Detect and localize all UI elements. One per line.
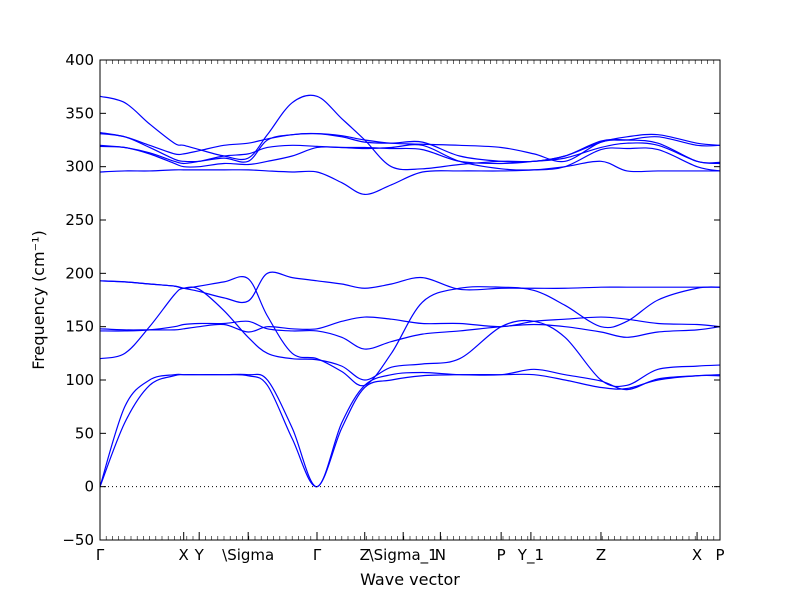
x-kpoint-label: \Sigma_1: [369, 546, 438, 565]
x-kpoint-label: X: [179, 546, 189, 564]
plot-background: [100, 60, 720, 540]
plot-frame: [99, 59, 721, 541]
x-kpoint-label: Z: [360, 546, 370, 564]
y-axis-title: Frequency (cm⁻¹): [29, 230, 48, 369]
band-line-7: [99, 275, 721, 387]
series-layer: [99, 94, 721, 488]
y-axis: −50 0 50 100 150 200 250 300 350 400: [62, 51, 720, 549]
band-line-8: [99, 160, 720, 196]
x-kpoint-label: P: [715, 546, 724, 564]
x-kpoint-label: N: [435, 546, 446, 564]
band-line-2: [99, 368, 721, 488]
y-tick-label: 200: [65, 264, 94, 282]
x-kpoint-label: Γ: [313, 546, 322, 564]
y-tick-label: 250: [65, 211, 94, 229]
x-kpoint-label: P: [497, 546, 506, 564]
band-line-5: [99, 316, 721, 333]
y-tick-label: −50: [62, 531, 94, 549]
x-kpoint-label: Z: [596, 546, 606, 564]
x-kpoint-label: Y_1: [517, 546, 544, 565]
x-axis-title: Wave vector: [360, 570, 460, 589]
y-tick-label: 400: [65, 51, 94, 69]
band-line-13: [99, 94, 721, 171]
x-axis: Γ X Y \Sigma Γ Z\Sigma_1N P Y_1 Z X P: [96, 60, 725, 565]
y-tick-label: 150: [65, 318, 94, 336]
x-kpoint-label: X: [692, 546, 702, 564]
x-kpoint-label: Y: [194, 546, 205, 564]
band-line-11: [99, 132, 721, 164]
y-tick-label: 50: [75, 424, 94, 442]
x-kpoint-label: \Sigma: [222, 546, 274, 564]
band-line-4: [99, 320, 721, 350]
band-line-10: [99, 142, 721, 165]
x-kpoint-label: Γ: [96, 546, 105, 564]
y-tick-label: 0: [84, 478, 94, 496]
y-tick-label: 350: [65, 104, 94, 122]
y-tick-label: 100: [65, 371, 94, 389]
y-tick-label: 300: [65, 158, 94, 176]
